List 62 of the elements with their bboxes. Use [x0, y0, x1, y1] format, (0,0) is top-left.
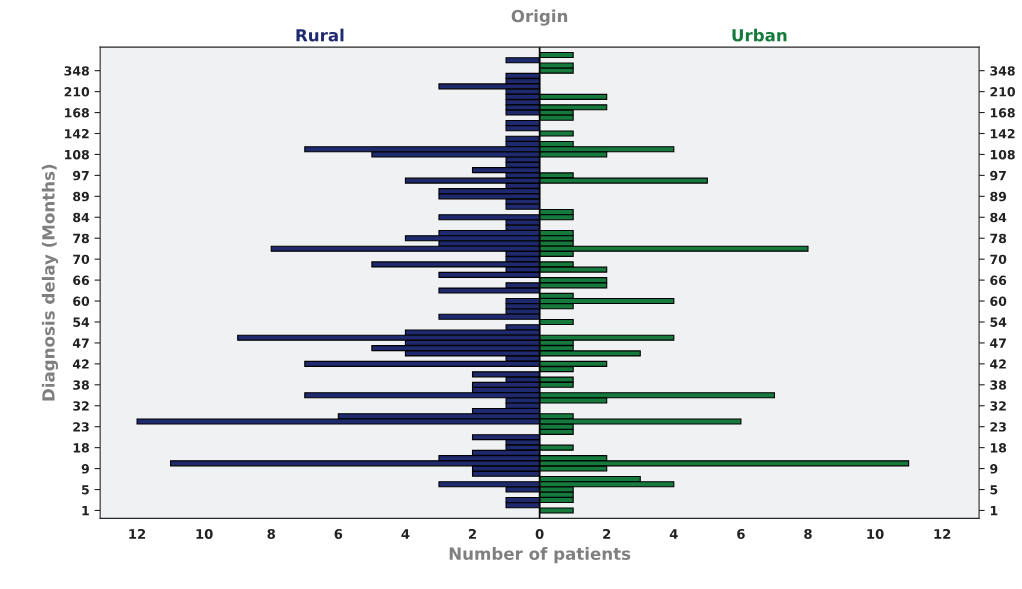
category-label: 23: [73, 422, 89, 432]
y-tick-label: 108: [990, 149, 1015, 160]
category-label: 66: [73, 275, 90, 286]
y-tick-label: 23: [990, 422, 1006, 432]
y-tick-label: 42: [990, 359, 1006, 369]
y-tick-label: 5: [990, 485, 998, 495]
category-label: 47: [72, 338, 89, 348]
y-tick-label: 60: [990, 296, 1007, 306]
y-tick-label: 1: [990, 506, 998, 516]
x-tick-label: 12: [934, 528, 951, 539]
category-label: 89: [73, 191, 89, 202]
y-tick-label: 70: [990, 254, 1007, 265]
y-tick-label: 348: [990, 66, 1015, 76]
x-tick-label: 6: [737, 528, 745, 539]
x-tick-label: 4: [669, 529, 678, 539]
chart-title: Origin: [511, 9, 568, 26]
x-tick-label: 8: [804, 528, 812, 539]
category-label: 168: [65, 108, 89, 118]
text: Urban: [732, 28, 787, 42]
category-label: 108: [65, 149, 89, 160]
x-axis-title: Number of patients: [449, 547, 631, 564]
y-tick-label: 84: [990, 212, 1007, 223]
x-tick-label: 10: [867, 528, 884, 539]
y-tick-label: 210: [990, 87, 1015, 97]
category-label: 42: [72, 359, 89, 369]
y-tick-label: 66: [990, 275, 1007, 286]
category-label: 32: [73, 401, 89, 411]
category-label: 97: [72, 170, 89, 181]
y-tick-label: 78: [990, 233, 1007, 244]
x-tick-label: 8: [267, 528, 276, 539]
x-tick-label: 12: [129, 528, 146, 539]
category-label: 60: [73, 296, 90, 306]
x-tick-label: 2: [468, 528, 476, 539]
category-label: 78: [73, 233, 89, 244]
y-tick-label: 97: [990, 170, 1006, 181]
category-label: 210: [64, 87, 90, 97]
category-label: 1: [82, 506, 89, 516]
y-tick-label: 168: [990, 108, 1015, 118]
y-tick-label: 47: [990, 338, 1006, 348]
y-tick-label: 89: [990, 191, 1007, 202]
y-tick-label: 142: [990, 128, 1015, 139]
y-tick-label: 38: [990, 380, 1007, 390]
category-label: 84: [73, 212, 90, 223]
category-label: 348: [64, 66, 89, 76]
y-tick-label: 9: [990, 464, 998, 474]
x-tick-label: 4: [401, 529, 410, 539]
y-axis-title: Diagnosis delay (Months): [41, 164, 59, 401]
x-tick-label: 2: [603, 528, 611, 539]
y-tick-label: 32: [990, 401, 1006, 411]
text: Rural: [296, 28, 344, 42]
category-label: 5: [82, 485, 89, 495]
category-label: 70: [73, 254, 90, 265]
category-label: 9: [81, 464, 89, 474]
x-tick-label: 6: [334, 528, 343, 539]
x-tick-label: 0: [535, 528, 544, 539]
category-label: 142: [65, 128, 89, 139]
category-label: 54: [73, 317, 90, 327]
y-tick-label: 18: [990, 443, 1007, 453]
category-label: 38: [73, 380, 89, 390]
x-tick-label: 10: [196, 528, 213, 539]
category-label: 18: [73, 443, 89, 453]
y-tick-label: 54: [990, 317, 1007, 327]
